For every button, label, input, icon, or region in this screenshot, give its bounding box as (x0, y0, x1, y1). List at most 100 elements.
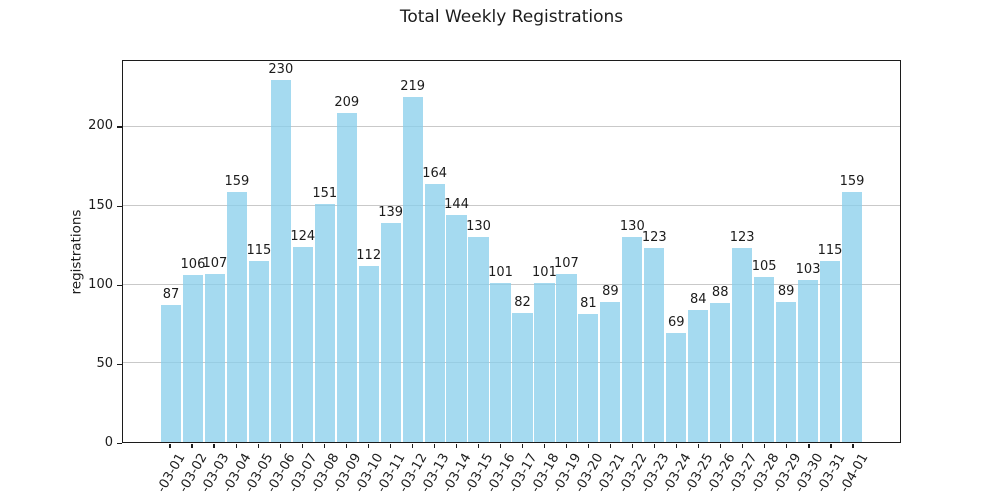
x-tick-mark (301, 444, 303, 448)
bar-value-label: 230 (268, 61, 294, 77)
bar-value-label: 89 (602, 283, 619, 299)
bar (160, 305, 182, 442)
x-tick-mark (257, 444, 259, 448)
bar-slot: 106 (181, 61, 205, 442)
x-tick-mark (698, 444, 700, 448)
bar (468, 237, 489, 442)
bar (754, 276, 775, 442)
bar (732, 248, 753, 442)
bar (644, 248, 665, 442)
plot-area: 87 106 107 159 115 230 124 151 209 112 139 219 164 14… (122, 60, 901, 443)
bar (556, 273, 577, 442)
bar (182, 275, 204, 442)
bar (534, 283, 555, 442)
bar (688, 309, 709, 442)
bar-slot: 130 (466, 61, 491, 442)
bar-slot: 159 (224, 61, 249, 442)
bar-slot: 124 (290, 61, 316, 442)
bar-slot: 115 (817, 61, 843, 442)
bar (446, 215, 467, 442)
bar-slot: 144 (444, 61, 469, 442)
bar-value-label: 107 (554, 255, 579, 271)
bar-slot: 103 (795, 61, 821, 442)
x-tick-mark (389, 444, 391, 448)
bar-slot: 115 (246, 61, 272, 442)
x-tick-mark (521, 444, 524, 448)
y-tick-label: 100 (88, 276, 113, 292)
x-tick-mark (786, 444, 788, 448)
bar-slot: 107 (202, 61, 228, 442)
bar-value-label: 107 (202, 255, 228, 271)
chart-title: Total Weekly Registrations (399, 7, 624, 27)
gridline-y-150 (123, 204, 900, 206)
bar-value-label: 81 (580, 296, 597, 312)
bar-value-label: 89 (777, 283, 795, 299)
bar-slot: 81 (577, 61, 599, 442)
bar (358, 265, 379, 442)
bar-value-label: 130 (619, 219, 645, 235)
bar-slot: 101 (488, 61, 513, 442)
bar (424, 183, 445, 442)
x-tick-mark (455, 444, 457, 448)
x-tick-mark (367, 444, 369, 448)
bar-value-label: 103 (795, 261, 821, 277)
gridline-y-100 (123, 283, 900, 285)
bar-slot: 82 (512, 61, 534, 442)
bar-slot: 230 (268, 61, 294, 442)
bar (776, 301, 797, 442)
bar-slot: 69 (665, 61, 687, 442)
x-tick-mark (808, 444, 810, 448)
bar-slot: 151 (312, 61, 338, 442)
y-tick-label: 150 (88, 197, 113, 213)
y-tick-mark (117, 205, 122, 207)
bar-slot: 112 (356, 61, 382, 442)
gridline-y-200 (123, 126, 900, 128)
x-tick-mark (742, 444, 744, 448)
bar-slot: 101 (532, 61, 557, 442)
y-tick-mark (117, 126, 122, 128)
bar-value-label: 105 (751, 258, 777, 274)
bar-value-label: 115 (246, 242, 272, 258)
bar-value-label: 130 (466, 219, 491, 235)
x-tick-mark (830, 444, 832, 448)
bar-slot: 130 (619, 61, 645, 442)
bar-slot: 123 (729, 61, 755, 442)
bar-slot: 89 (599, 61, 621, 442)
x-tick-mark (279, 444, 281, 448)
bar-value-label: 123 (729, 230, 755, 246)
bar-slot: 84 (687, 61, 709, 442)
bar-value-label: 219 (400, 79, 426, 95)
bar-slot: 123 (642, 61, 667, 442)
bar-value-label: 124 (290, 228, 316, 244)
bar-value-label: 82 (514, 294, 531, 310)
bar-value-label: 115 (817, 242, 843, 258)
bar (336, 112, 357, 442)
bar (248, 260, 269, 442)
x-tick-mark (235, 444, 237, 448)
bar (622, 237, 643, 442)
bar (292, 246, 313, 442)
bar (314, 204, 335, 442)
bar (512, 312, 533, 442)
bars-container: 87 106 107 159 115 230 124 151 209 112 139 219 164 14… (160, 61, 864, 442)
y-tick-label: 200 (88, 118, 113, 134)
bar-value-label: 139 (378, 205, 404, 221)
bar-value-label: 144 (444, 197, 469, 213)
bar-value-label: 151 (312, 186, 338, 202)
x-tick-mark (588, 444, 590, 448)
bar-value-label: 209 (334, 94, 360, 110)
bar-slot: 159 (840, 61, 864, 442)
x-tick-mark (720, 444, 722, 448)
y-tick-label: 0 (104, 435, 113, 450)
x-tick-mark (433, 444, 435, 448)
y-tick-mark (117, 284, 122, 286)
bar-value-label: 112 (356, 247, 382, 263)
x-tick-mark (499, 444, 502, 448)
bar-value-label: 101 (488, 265, 513, 280)
bar-slot: 88 (709, 61, 731, 442)
bar (819, 260, 841, 442)
x-tick-mark (345, 444, 347, 448)
bar-slot: 139 (378, 61, 404, 442)
x-tick-mark (565, 444, 568, 448)
